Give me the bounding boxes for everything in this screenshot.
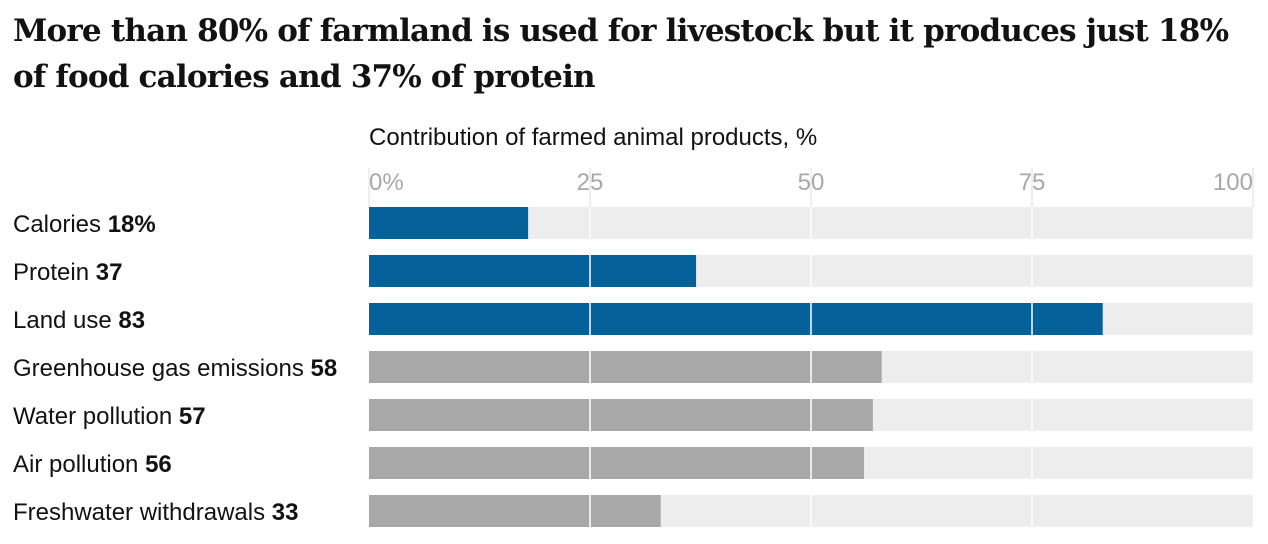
category-name: Freshwater withdrawals: [13, 499, 272, 526]
category-label: Freshwater withdrawals 33: [13, 499, 298, 526]
bar: [369, 303, 1103, 335]
value-label: 56: [145, 451, 172, 478]
bar: [369, 207, 529, 239]
x-tick-label: 100: [1213, 169, 1253, 196]
category-name: Protein: [13, 259, 96, 286]
category-label: Calories 18%: [13, 211, 156, 238]
value-label: 33: [272, 499, 299, 526]
value-label: 58: [311, 355, 338, 382]
bar: [369, 495, 661, 527]
category-name: Greenhouse gas emissions: [13, 355, 311, 382]
bar: [369, 255, 697, 287]
value-label: 18%: [108, 211, 156, 238]
x-tick-label: 0%: [369, 169, 404, 196]
category-name: Air pollution: [13, 451, 145, 478]
x-axis-title: Contribution of farmed animal products, …: [369, 124, 818, 151]
category-name: Calories: [13, 211, 108, 238]
category-label: Land use 83: [13, 307, 145, 334]
category-name: Water pollution: [13, 403, 179, 430]
category-label: Air pollution 56: [13, 451, 172, 478]
chart-title: More than 80% of farmland is used for li…: [13, 13, 1229, 95]
category-label: Protein 37: [13, 259, 122, 286]
bar: [369, 399, 873, 431]
value-label: 83: [118, 307, 145, 334]
category-label: Water pollution 57: [13, 403, 206, 430]
value-label: 37: [96, 259, 123, 286]
value-label: 57: [179, 403, 206, 430]
bar: [369, 351, 882, 383]
category-label: Greenhouse gas emissions 58: [13, 355, 337, 382]
category-name: Land use: [13, 307, 118, 334]
bar: [369, 447, 865, 479]
